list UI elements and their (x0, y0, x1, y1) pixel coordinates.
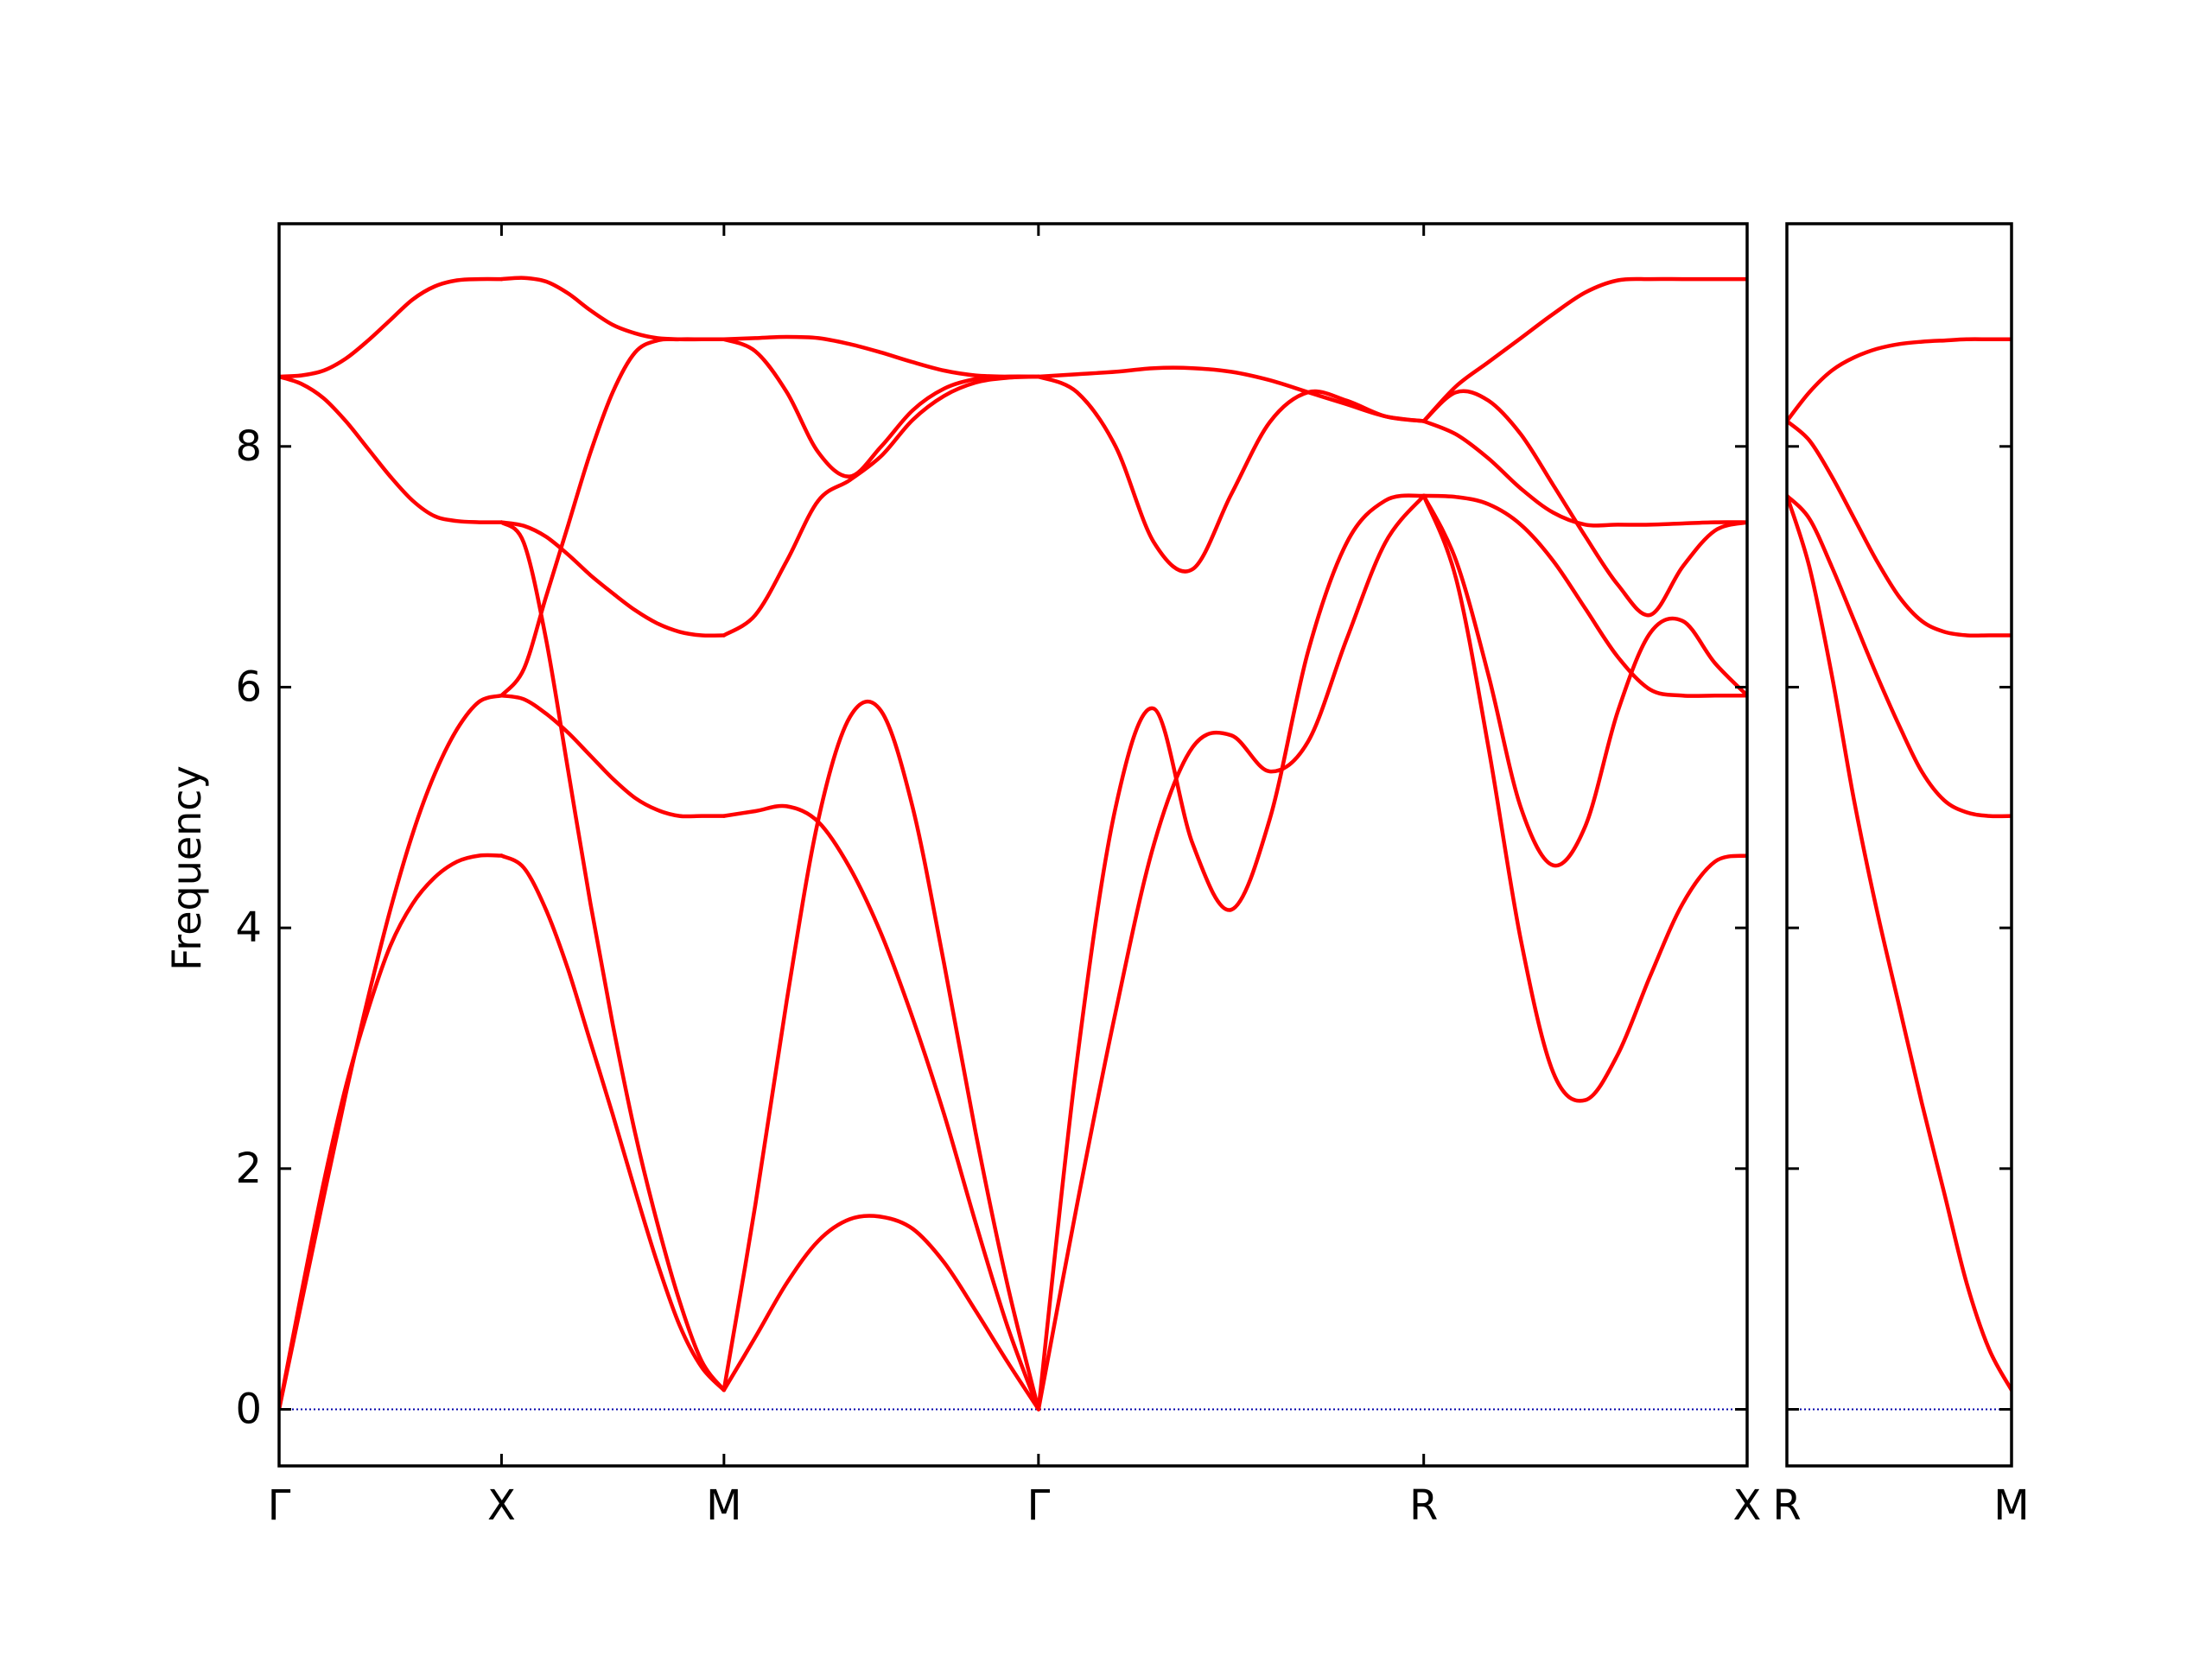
band-R-X-6 (1421, 276, 1747, 423)
band-M-Γ-6 (721, 334, 1041, 379)
band-Γ-X-3 (279, 374, 504, 524)
band-R-X-2 (1421, 493, 1747, 868)
band-Γ-R-4 (1036, 365, 1427, 423)
y-tick-label: 6 (235, 663, 262, 711)
band-R-X-4 (1421, 419, 1747, 528)
x-tick-label: M (706, 1481, 741, 1530)
band-R-X-1 (1421, 493, 1747, 1103)
band-Γ-R-3 (1036, 374, 1427, 574)
band-R-M-4 (1787, 337, 2012, 423)
axes-frame (1785, 222, 2013, 1468)
band-Γ-R-2 (1036, 493, 1427, 1411)
y-tick-label: 4 (235, 904, 262, 952)
band-R-M-2 (1787, 493, 2012, 819)
band-X-M-5 (499, 337, 727, 698)
x-tick-label: R (1409, 1481, 1438, 1530)
band-X-M-6 (499, 276, 727, 342)
band-R-X-3 (1421, 493, 1747, 698)
band-M-Γ-1 (721, 1214, 1041, 1411)
x-tick-label: Γ (1027, 1481, 1050, 1530)
band-Γ-X-2 (279, 693, 504, 1411)
band-R-M-1 (1787, 493, 2012, 1392)
band-X-M-2 (499, 520, 727, 1392)
band-M-Γ-3 (721, 803, 1041, 1411)
x-tick-label: Γ (268, 1481, 291, 1530)
axes-frame (277, 222, 1749, 1468)
x-tick-label: R (1772, 1481, 1801, 1530)
band-Γ-X-1 (279, 853, 504, 1411)
x-tick-label: X (1733, 1481, 1762, 1530)
band-Γ-R-1 (1036, 493, 1427, 1411)
band-X-M-1 (499, 853, 727, 1392)
y-tick-label: 2 (235, 1145, 262, 1193)
x-tick-label: M (1993, 1481, 2029, 1530)
x-tick-label: X (487, 1481, 516, 1530)
band-R-M-3 (1787, 419, 2012, 638)
y-tick-label: 0 (235, 1386, 262, 1434)
band-Γ-X-4 (279, 276, 504, 379)
band-R-X-5 (1421, 389, 1747, 618)
y-axis-label: Frequency (163, 765, 210, 971)
y-tick-label: 8 (235, 422, 262, 471)
band-X-M-3 (499, 693, 727, 819)
band-M-Γ-2 (721, 700, 1041, 1411)
band-X-M-4 (499, 520, 727, 638)
band-M-Γ-4 (721, 374, 1041, 638)
